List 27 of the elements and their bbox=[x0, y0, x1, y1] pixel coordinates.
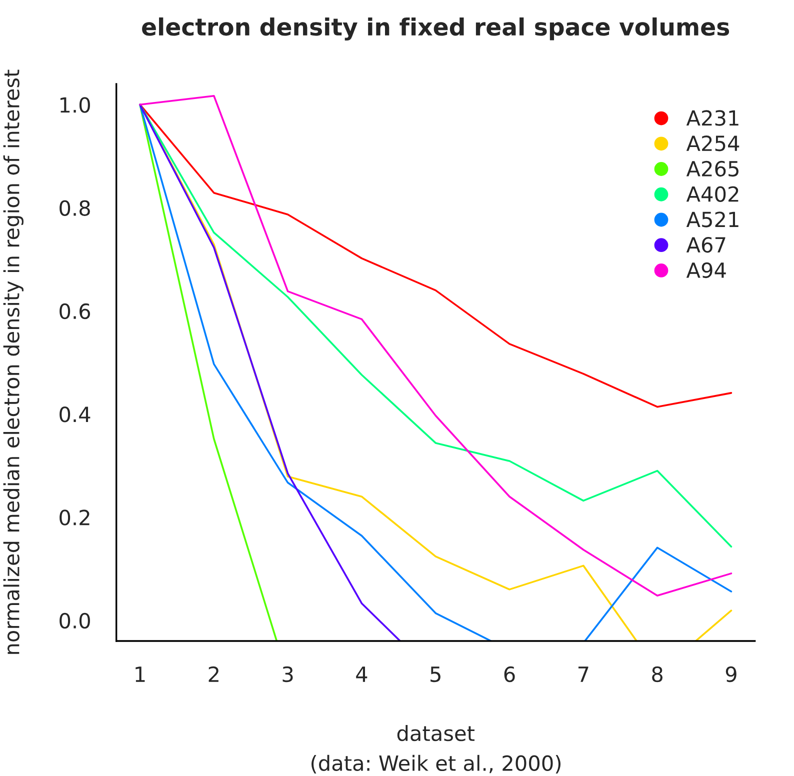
legend-label: A402 bbox=[686, 186, 738, 202]
y-tick-label: 0.8 bbox=[60, 200, 90, 216]
x-tick-label: 1 bbox=[136, 666, 145, 682]
y-tick-label: 0.0 bbox=[60, 612, 90, 629]
x-tick-label: 2 bbox=[208, 666, 218, 682]
x-tick-label: 8 bbox=[652, 666, 662, 682]
legend-label: A254 bbox=[686, 135, 740, 152]
legend-label: A265 bbox=[686, 160, 738, 177]
x-tick-label: 4 bbox=[356, 666, 368, 682]
x-tick-label: 3 bbox=[282, 666, 293, 682]
y-axis-title: normalized median electron density in region of interest bbox=[3, 70, 24, 654]
x-tick-label: 7 bbox=[578, 666, 588, 682]
legend-label: A94 bbox=[686, 262, 726, 278]
y-tick-label: 0.6 bbox=[60, 303, 90, 320]
chart-title: electron density in fixed real space volumes bbox=[142, 17, 730, 40]
text: (data: Weik et al., 2000) bbox=[312, 754, 560, 774]
x-axis-title: dataset bbox=[397, 725, 474, 742]
legend-label: A67 bbox=[686, 236, 726, 253]
legend-label: A231 bbox=[686, 110, 738, 126]
x-tick-label: 5 bbox=[430, 666, 440, 682]
line-series bbox=[139, 104, 402, 641]
x-tick-label: 6 bbox=[504, 666, 515, 682]
y-tick-label: 1.0 bbox=[60, 97, 90, 113]
x-tick-label: 9 bbox=[726, 666, 736, 682]
y-tick-label: 0.2 bbox=[60, 510, 90, 526]
y-tick-label: 0.4 bbox=[60, 406, 90, 422]
legend-label: A521 bbox=[686, 212, 738, 228]
